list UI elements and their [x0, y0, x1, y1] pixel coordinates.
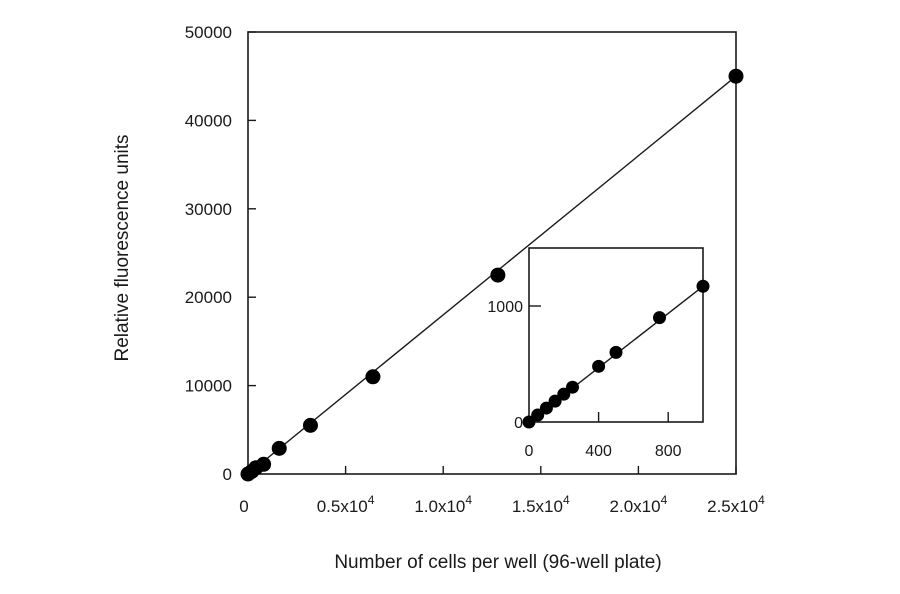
- inset-data-point: [522, 415, 536, 429]
- x-tick-exponent: 4: [368, 493, 375, 507]
- x-tick-label: 2.0x104: [610, 493, 668, 516]
- main-plot-frame: [247, 31, 737, 475]
- main-data-point: [271, 440, 287, 456]
- inset-data-point: [548, 394, 562, 408]
- y-tick-label: 20000: [185, 288, 232, 307]
- x-tick-label: 1.0x104: [414, 493, 472, 516]
- x-tick-mantissa: 2.0x10: [610, 497, 661, 516]
- main-y-axis: 0 10000 20000 30000 40000 50000: [185, 23, 256, 484]
- inset-data-point: [539, 401, 553, 415]
- x-tick-exponent: 4: [563, 493, 570, 507]
- x-tick-label: 0.5x104: [317, 493, 375, 516]
- inset-data-point: [557, 387, 571, 401]
- x-tick-label: 1.5x104: [512, 493, 570, 516]
- x-tick-label: 2.5x104: [707, 493, 765, 516]
- y-tick-label: 0: [223, 465, 232, 484]
- inset-y-axis: 0 1000: [487, 299, 541, 432]
- inset-x-tick-label: 800: [655, 443, 682, 460]
- x-tick-mantissa: 1.0x10: [414, 497, 465, 516]
- inset-plot-frame: [528, 247, 704, 423]
- main-data-point: [365, 369, 381, 385]
- inset-data-points: [522, 279, 710, 429]
- main-data-point: [302, 417, 318, 433]
- x-axis-title: Number of cells per well (96-well plate): [334, 552, 661, 573]
- inset-x-tick-label: 0: [525, 443, 534, 460]
- main-data-point: [728, 68, 744, 84]
- x-tick-exponent: 4: [758, 493, 765, 507]
- x-tick-mantissa: 1.5x10: [512, 497, 563, 516]
- inset-y-tick-label: 0: [514, 415, 523, 432]
- y-tick-label: 30000: [185, 200, 232, 219]
- x-tick-mantissa: 2.5x10: [707, 497, 758, 516]
- inset-x-axis: 0 400 800: [525, 412, 682, 460]
- x-tick-mantissa: 0: [239, 497, 248, 516]
- y-tick-label: 40000: [185, 111, 232, 130]
- inset-data-point: [653, 311, 666, 325]
- x-tick-exponent: 4: [465, 493, 472, 507]
- inset-data-point: [696, 279, 710, 293]
- main-data-points: [240, 68, 744, 482]
- inset-data-point: [609, 345, 623, 359]
- x-tick-label: 0: [239, 497, 248, 516]
- main-data-point: [256, 456, 272, 472]
- inset-x-tick-label: 400: [585, 443, 612, 460]
- x-tick-mantissa: 0.5x10: [317, 497, 368, 516]
- y-axis-title: Relative fluorescence units: [112, 134, 133, 361]
- y-tick-label: 10000: [185, 377, 232, 396]
- inset-y-tick-label: 1000: [487, 299, 523, 316]
- inset-data-point: [566, 380, 579, 394]
- x-tick-exponent: 4: [661, 493, 668, 507]
- main-x-axis: 0 0.5x104 1.0x104 1.5x104 2.0x104 2.5x104: [239, 466, 765, 516]
- y-tick-label: 50000: [185, 23, 232, 42]
- main-data-point: [490, 267, 506, 283]
- inset-data-point: [531, 408, 545, 422]
- inset-data-point: [592, 359, 606, 373]
